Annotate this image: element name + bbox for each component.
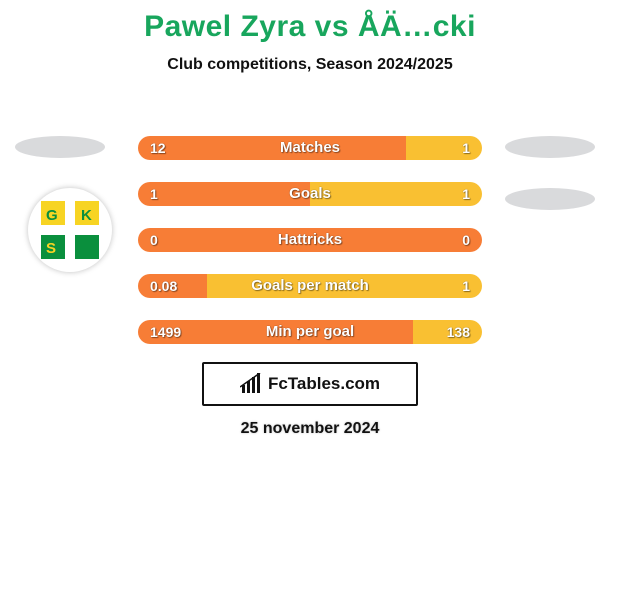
fctables-watermark: FcTables.com <box>202 362 418 406</box>
avatar-placeholder-left <box>15 136 105 158</box>
stat-row: 11Goals <box>138 182 482 206</box>
page-title: Pawel Zyra vs ÅÄ…cki <box>0 10 620 44</box>
stat-bar-right <box>413 320 482 344</box>
stat-row: 00Hattricks <box>138 228 482 252</box>
stats-comparison: 121Matches 11Goals 00Hattricks 0.081Goals p… <box>138 136 482 366</box>
stat-bar-right <box>310 182 482 206</box>
stat-bar-right <box>406 136 482 160</box>
stat-row: 121Matches <box>138 136 482 160</box>
stat-row: 0.081Goals per match <box>138 274 482 298</box>
stat-row: 1499138Min per goal <box>138 320 482 344</box>
club-badge: G K S <box>28 188 112 272</box>
date-label: 25 november 2024 <box>0 420 620 438</box>
svg-text:S: S <box>46 240 56 257</box>
svg-text:K: K <box>81 207 92 224</box>
avatar-placeholder-right-1 <box>505 136 595 158</box>
stat-bar-right <box>207 274 482 298</box>
stat-bar-left <box>138 274 207 298</box>
stat-bar-left <box>138 228 482 252</box>
bar-chart-icon <box>240 373 262 395</box>
subtitle: Club competitions, Season 2024/2025 <box>0 56 620 74</box>
fctables-text: FcTables.com <box>268 374 380 394</box>
avatar-placeholder-right-2 <box>505 188 595 210</box>
stat-bar-left <box>138 136 406 160</box>
club-badge-icon: G K S <box>35 195 105 265</box>
svg-text:G: G <box>46 207 58 224</box>
stat-bar-left <box>138 320 413 344</box>
stat-bar-left <box>138 182 310 206</box>
